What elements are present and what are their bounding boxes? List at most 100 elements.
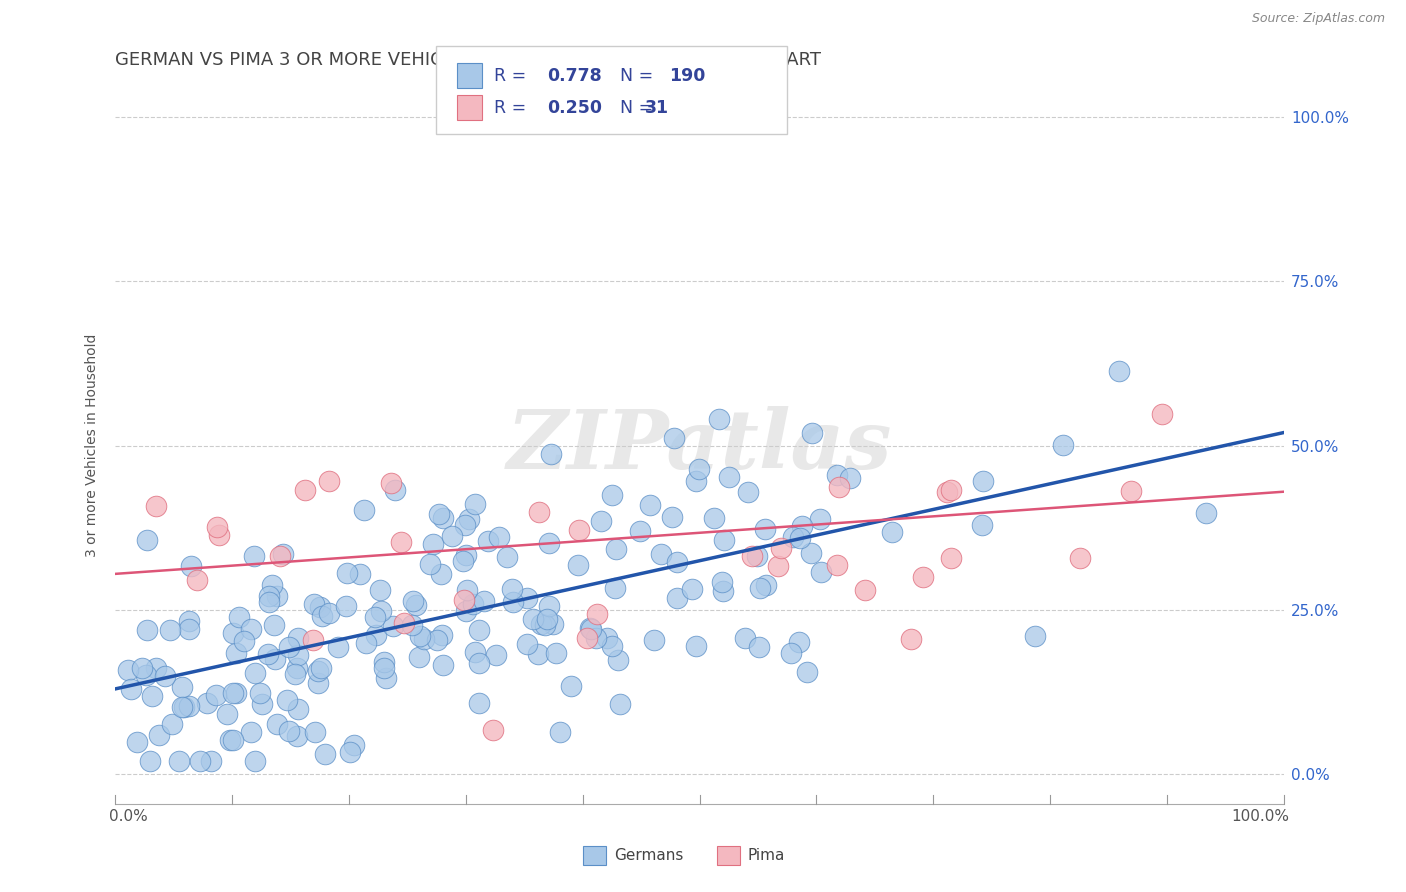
- Point: [402, 593, 425, 607]
- Point: [650, 547, 672, 561]
- Point: [370, 604, 392, 618]
- Point: [703, 510, 725, 524]
- Point: [605, 542, 627, 557]
- Point: [737, 484, 759, 499]
- Point: [302, 633, 325, 648]
- Point: [287, 632, 309, 646]
- Point: [665, 591, 688, 606]
- Point: [243, 754, 266, 768]
- Point: [188, 754, 211, 768]
- Point: [222, 686, 245, 700]
- Point: [311, 608, 333, 623]
- Point: [685, 474, 707, 488]
- Point: [576, 632, 599, 646]
- Point: [544, 646, 567, 660]
- Point: [527, 505, 550, 519]
- Point: [586, 607, 609, 621]
- Point: [755, 578, 778, 592]
- Point: [789, 531, 811, 545]
- Point: [200, 754, 222, 768]
- Point: [516, 591, 538, 605]
- Point: [218, 733, 240, 747]
- Point: [353, 503, 375, 517]
- Point: [432, 658, 454, 673]
- Text: Source: ZipAtlas.com: Source: ZipAtlas.com: [1251, 12, 1385, 26]
- Point: [496, 549, 519, 564]
- Point: [401, 618, 423, 632]
- Point: [125, 735, 148, 749]
- Point: [139, 754, 162, 768]
- Point: [541, 617, 564, 632]
- Point: [711, 575, 734, 590]
- Point: [430, 567, 453, 582]
- Point: [451, 554, 474, 568]
- Point: [800, 546, 823, 560]
- Point: [585, 631, 607, 645]
- Point: [278, 640, 301, 654]
- Point: [422, 537, 444, 551]
- Point: [318, 474, 340, 488]
- Point: [131, 660, 153, 674]
- Point: [243, 666, 266, 681]
- Text: N =: N =: [620, 99, 659, 117]
- Point: [405, 599, 427, 613]
- Point: [318, 607, 340, 621]
- Point: [748, 581, 770, 595]
- Point: [135, 533, 157, 547]
- Point: [596, 631, 619, 645]
- Point: [145, 660, 167, 674]
- Point: [839, 470, 862, 484]
- Point: [754, 522, 776, 536]
- Point: [780, 646, 803, 660]
- Point: [354, 636, 377, 650]
- Point: [711, 584, 734, 599]
- Point: [276, 693, 298, 707]
- Point: [825, 558, 848, 572]
- Point: [600, 488, 623, 502]
- Point: [1024, 629, 1046, 643]
- Point: [527, 647, 550, 661]
- Point: [810, 565, 832, 579]
- Point: [427, 507, 450, 521]
- Point: [294, 483, 316, 498]
- Point: [278, 723, 301, 738]
- Point: [567, 558, 589, 573]
- Point: [335, 599, 357, 613]
- Point: [117, 664, 139, 678]
- Point: [384, 483, 406, 497]
- Text: N =: N =: [620, 67, 659, 85]
- Point: [232, 634, 254, 648]
- Point: [314, 747, 336, 762]
- Point: [488, 530, 510, 544]
- Point: [603, 581, 626, 595]
- Text: 0.250: 0.250: [547, 99, 602, 117]
- Point: [285, 729, 308, 743]
- Point: [638, 498, 661, 512]
- Point: [408, 650, 430, 665]
- Text: Germans: Germans: [614, 848, 683, 863]
- Point: [685, 640, 707, 654]
- Point: [153, 669, 176, 683]
- Text: 190: 190: [669, 67, 706, 85]
- Point: [770, 541, 793, 555]
- Point: [304, 725, 326, 739]
- Point: [243, 549, 266, 564]
- Point: [162, 717, 184, 731]
- Point: [630, 524, 652, 539]
- Point: [502, 595, 524, 609]
- Point: [643, 632, 665, 647]
- Point: [579, 622, 602, 636]
- Point: [768, 559, 790, 574]
- Point: [266, 717, 288, 731]
- Point: [538, 599, 561, 613]
- Text: R =: R =: [494, 67, 531, 85]
- Point: [936, 485, 959, 500]
- Point: [741, 549, 763, 563]
- Point: [217, 706, 239, 721]
- Point: [145, 500, 167, 514]
- Point: [228, 610, 250, 624]
- Point: [141, 689, 163, 703]
- Point: [568, 524, 591, 538]
- Point: [472, 594, 495, 608]
- Point: [468, 624, 491, 638]
